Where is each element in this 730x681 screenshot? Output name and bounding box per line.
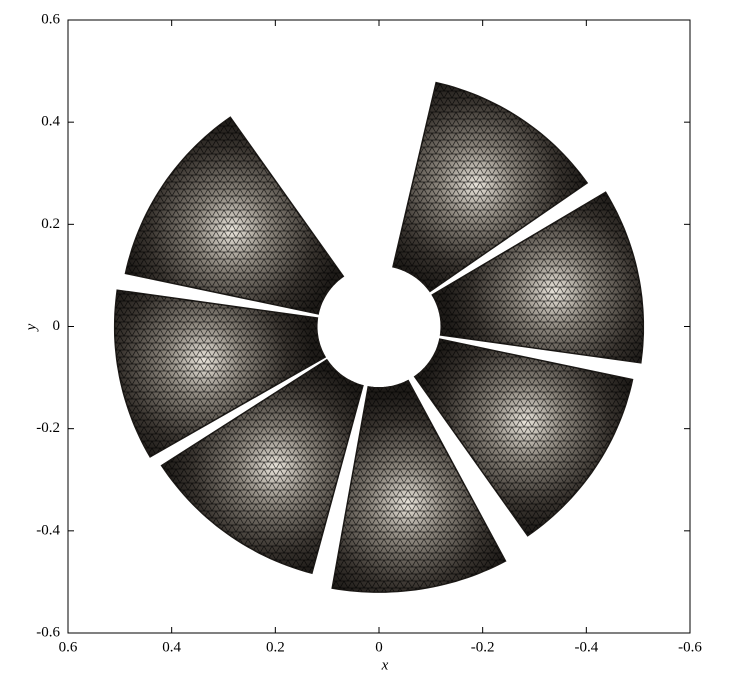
y-axis-label: y — [23, 323, 39, 332]
x-tick-label: -0.2 — [471, 639, 495, 655]
y-tick-label: -0.6 — [36, 624, 60, 640]
x-tick-label: 0.4 — [162, 639, 181, 655]
x-tick-label: 0.6 — [59, 639, 78, 655]
x-tick-label: -0.6 — [678, 639, 702, 655]
y-tick-label: 0 — [53, 318, 61, 334]
y-tick-label: 0.4 — [41, 114, 60, 130]
y-tick-label: -0.4 — [36, 522, 60, 538]
sector-mesh — [161, 359, 363, 574]
x-tick-label: 0.2 — [266, 639, 285, 655]
x-axis-label: x — [381, 657, 389, 673]
y-tick-label: 0.6 — [41, 11, 60, 27]
sector-mesh — [432, 192, 644, 363]
sector-mesh — [414, 339, 633, 536]
x-tick-label: -0.4 — [574, 639, 598, 655]
sector-mesh — [125, 117, 344, 314]
y-tick-label: -0.2 — [36, 420, 60, 436]
x-tick-label: 0 — [375, 639, 383, 655]
sector-mesh — [393, 82, 588, 292]
sector-mesh — [332, 380, 506, 593]
sector-mesh — [114, 290, 326, 457]
y-tick-label: 0.2 — [41, 216, 60, 232]
